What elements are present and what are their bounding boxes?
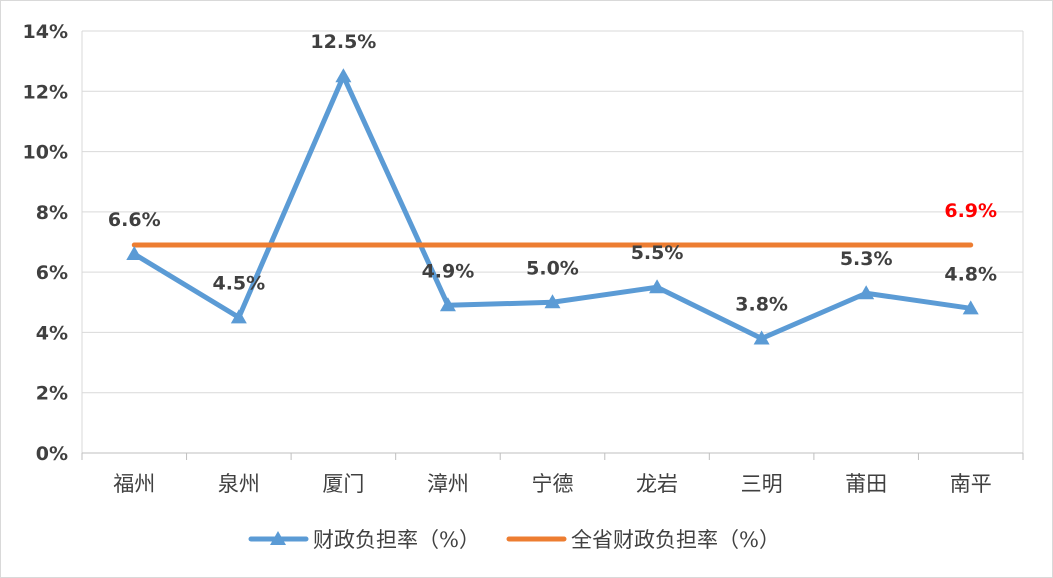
x-category-label: 宁德 [532, 472, 574, 496]
data-label: 3.8% [735, 293, 788, 315]
data-point-marker [230, 309, 247, 324]
y-tick-label: 10% [23, 142, 68, 164]
data-label: 4.8% [944, 263, 997, 285]
data-point-marker [649, 279, 666, 294]
y-tick-label: 14% [23, 21, 68, 43]
data-point-marker [858, 285, 875, 300]
average-data-label: 6.9% [944, 200, 997, 222]
data-point-marker [544, 294, 561, 309]
y-tick-label: 6% [36, 262, 68, 284]
x-category-label: 莆田 [845, 472, 887, 496]
x-category-label: 福州 [113, 472, 155, 496]
data-label: 6.6% [108, 209, 161, 231]
legend-label-fiscal-burden: 财政负担率（%） [313, 528, 480, 552]
data-label: 5.5% [631, 242, 684, 264]
data-label: 4.5% [212, 272, 265, 294]
y-tick-label: 12% [23, 81, 68, 103]
y-tick-label: 0% [36, 443, 68, 465]
x-category-label: 泉州 [218, 472, 260, 496]
data-label: 5.3% [840, 248, 893, 270]
y-tick-label: 8% [36, 202, 68, 224]
data-point-marker [126, 246, 143, 261]
y-tick-label: 4% [36, 322, 68, 344]
x-category-label: 南平 [950, 472, 992, 496]
data-point-marker [439, 297, 456, 312]
y-tick-label: 2% [36, 383, 68, 405]
legend-label-province-average: 全省财政负担率（%） [571, 528, 780, 552]
x-category-label: 漳州 [427, 472, 469, 496]
x-category-label: 龙岩 [636, 472, 678, 496]
legend-marker-triangle-icon [270, 531, 286, 545]
data-label: 5.0% [526, 257, 579, 279]
data-label: 4.9% [422, 260, 475, 282]
x-category-label: 厦门 [322, 472, 364, 496]
data-point-marker [753, 330, 770, 345]
data-point-marker [962, 300, 979, 315]
data-point-marker [335, 68, 352, 83]
data-label: 12.5% [310, 31, 376, 53]
x-category-label: 三明 [741, 472, 783, 496]
